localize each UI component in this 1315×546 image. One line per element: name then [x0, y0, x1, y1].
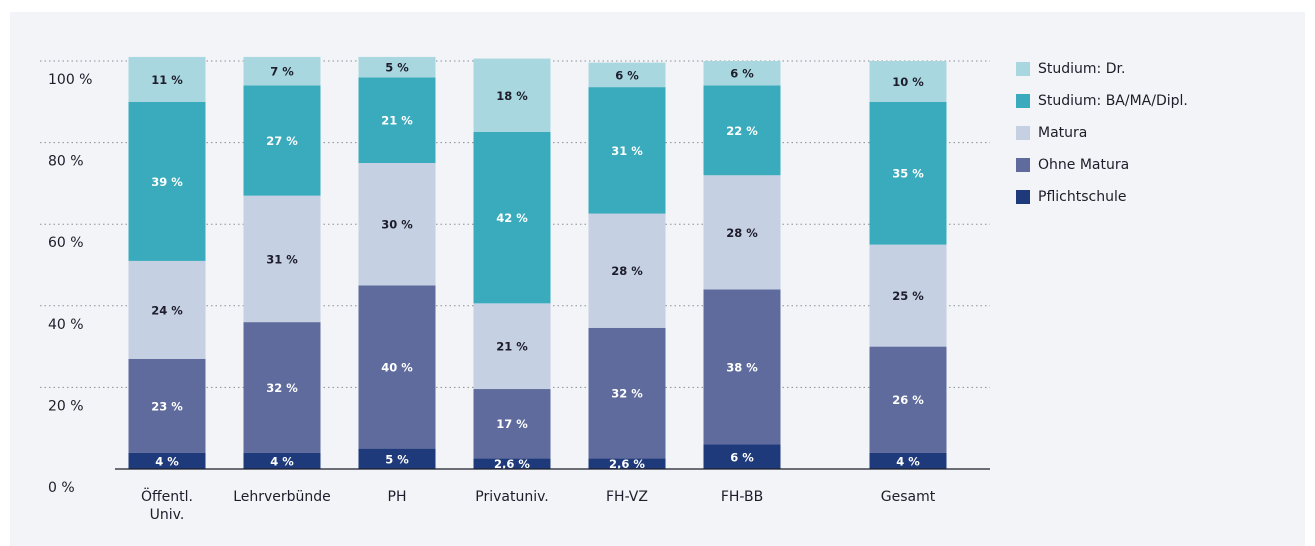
bar-segment — [243, 322, 321, 453]
bar-segment — [588, 458, 666, 469]
bar-segment — [703, 289, 781, 445]
bar-segment — [869, 101, 947, 245]
value-label: 18 % — [496, 89, 528, 103]
value-label: 28 % — [726, 226, 758, 240]
value-label: 42 % — [496, 211, 528, 225]
value-label: 38 % — [726, 361, 758, 375]
bar-segment — [703, 444, 781, 469]
bar-segment — [703, 175, 781, 290]
value-label: 10 % — [892, 75, 924, 89]
bar-segment — [473, 58, 551, 132]
value-label: 2,6 % — [494, 457, 530, 471]
bar-segment — [473, 131, 551, 304]
value-label: 31 % — [611, 144, 643, 158]
value-label: 4 % — [155, 454, 179, 468]
value-label: 21 % — [496, 340, 528, 354]
bar-segment — [869, 244, 947, 347]
bar-segment — [473, 458, 551, 469]
x-tick-label: Lehrverbünde — [233, 489, 331, 505]
bar-segment — [128, 452, 206, 469]
bar-segment — [588, 213, 666, 328]
bar-segment — [473, 389, 551, 459]
bar-segment — [703, 61, 781, 86]
bar-segment — [358, 163, 436, 286]
legend-label: Pflichtschule — [1038, 189, 1126, 205]
value-label: 31 % — [266, 252, 298, 266]
bar-segment — [243, 85, 321, 196]
legend-swatch — [1016, 126, 1030, 140]
value-label: 17 % — [496, 417, 528, 431]
y-tick-label: 40 % — [48, 317, 84, 333]
legend-label: Studium: Dr. — [1038, 61, 1125, 77]
value-label: 5 % — [385, 61, 409, 75]
x-tick-label: Privatuniv. — [475, 489, 549, 505]
bar-segment — [128, 260, 206, 359]
bar-segment — [588, 327, 666, 459]
value-label: 23 % — [151, 399, 183, 413]
bar-segment — [473, 303, 551, 390]
value-label: 6 % — [730, 450, 754, 464]
bar-segment — [869, 346, 947, 453]
value-label: 24 % — [151, 303, 183, 317]
value-label: 32 % — [266, 381, 298, 395]
value-label: 4 % — [896, 454, 920, 468]
value-label: 30 % — [381, 218, 413, 232]
bar-segment — [243, 452, 321, 469]
value-label: 22 % — [726, 124, 758, 138]
y-tick-label: 100 % — [48, 72, 92, 88]
x-tick-label: FH-VZ — [606, 489, 648, 505]
bar-segment — [588, 62, 666, 88]
bar-segment — [128, 101, 206, 261]
y-tick-label: 0 % — [48, 480, 75, 496]
bar-segment — [128, 56, 206, 102]
value-label: 32 % — [611, 387, 643, 401]
legend-swatch — [1016, 94, 1030, 108]
value-label: 25 % — [892, 289, 924, 303]
legend-label: Ohne Matura — [1038, 157, 1129, 173]
bar-segment — [869, 452, 947, 469]
y-tick-label: 20 % — [48, 398, 84, 414]
y-tick-label: 60 % — [48, 235, 84, 251]
bar-segment — [128, 358, 206, 453]
bar-segment — [358, 77, 436, 163]
value-label: 27 % — [266, 134, 298, 148]
legend-swatch — [1016, 62, 1030, 76]
legend-label: Studium: BA/MA/Dipl. — [1038, 93, 1188, 109]
legend-swatch — [1016, 190, 1030, 204]
value-label: 5 % — [385, 452, 409, 466]
value-label: 21 % — [381, 114, 413, 128]
y-tick-label: 80 % — [48, 154, 84, 170]
legend-swatch — [1016, 158, 1030, 172]
value-label: 6 % — [615, 68, 639, 82]
value-label: 28 % — [611, 264, 643, 278]
value-label: 39 % — [151, 175, 183, 189]
x-tick-label: FH-BB — [720, 489, 764, 505]
value-label: 4 % — [270, 454, 294, 468]
legend-label: Matura — [1038, 125, 1087, 141]
bar-segment — [588, 87, 666, 214]
value-label: 6 % — [730, 67, 754, 81]
bar-segment — [358, 285, 436, 449]
value-label: 7 % — [270, 65, 294, 79]
bar-segment — [869, 61, 947, 102]
value-label: 11 % — [151, 73, 183, 87]
value-label: 35 % — [892, 167, 924, 181]
bar-segment — [358, 448, 436, 469]
bar-segment — [703, 85, 781, 176]
bar-segment — [358, 56, 436, 78]
x-tick-label: Öffentl. Univ. — [141, 489, 193, 523]
value-label: 2,6 % — [609, 457, 645, 471]
x-tick-label: PH — [387, 489, 407, 505]
x-tick-label: Gesamt — [880, 489, 936, 505]
value-label: 26 % — [892, 393, 924, 407]
bar-segment — [243, 56, 321, 86]
bar-segment — [243, 195, 321, 323]
value-label: 40 % — [381, 361, 413, 375]
